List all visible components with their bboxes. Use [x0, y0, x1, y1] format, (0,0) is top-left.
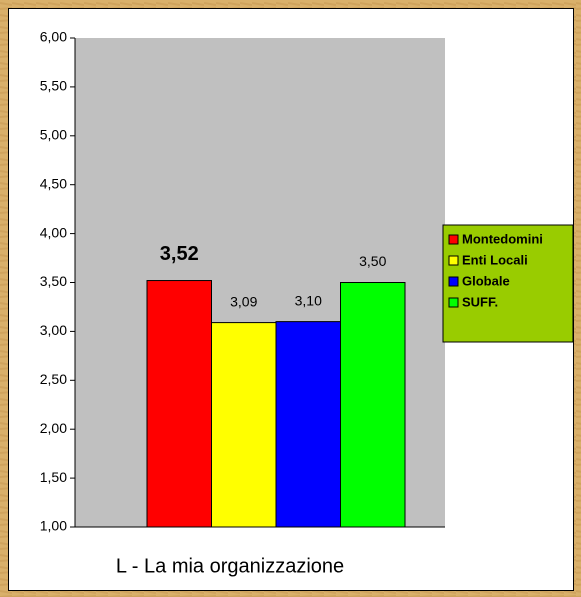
data-label: 3,52 — [160, 243, 199, 265]
legend-label: Montedomini — [462, 231, 543, 246]
data-label: 3,10 — [295, 292, 322, 308]
legend-label: SUFF. — [462, 294, 498, 309]
y-tick-label: 2,50 — [40, 371, 67, 387]
legend-swatch — [448, 255, 459, 266]
bar — [340, 282, 406, 528]
y-tick-label: 5,50 — [40, 78, 67, 94]
y-tick-label: 6,00 — [40, 29, 67, 45]
legend — [442, 224, 574, 343]
y-tick-label: 5,00 — [40, 127, 67, 143]
data-label: 3,50 — [359, 253, 386, 269]
y-tick-label: 1,50 — [40, 469, 67, 485]
legend-label: Globale — [462, 273, 510, 288]
y-tick-label: 4,00 — [40, 224, 67, 240]
bar — [146, 280, 212, 528]
legend-swatch — [448, 276, 459, 287]
y-tick-label: 3,00 — [40, 322, 67, 338]
bar — [275, 321, 341, 528]
x-tick-label: L - La mia organizzazione — [116, 555, 344, 577]
y-tick-label: 1,00 — [40, 518, 67, 534]
y-tick-label: 4,50 — [40, 175, 67, 191]
legend-label: Enti Locali — [462, 252, 528, 267]
data-label: 3,09 — [230, 293, 257, 309]
legend-swatch — [448, 234, 459, 245]
y-tick-label: 3,50 — [40, 273, 67, 289]
legend-swatch — [448, 297, 459, 308]
bar — [211, 322, 277, 528]
y-tick-label: 2,00 — [40, 420, 67, 436]
